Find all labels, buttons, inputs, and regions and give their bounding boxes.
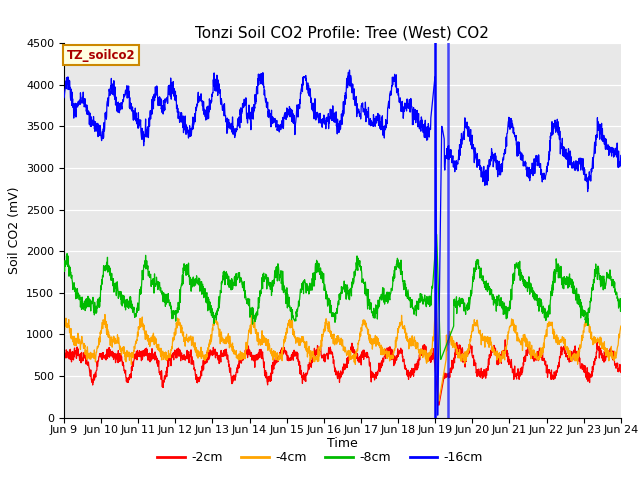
Legend: -2cm, -4cm, -8cm, -16cm: -2cm, -4cm, -8cm, -16cm [152, 446, 488, 469]
X-axis label: Time: Time [327, 437, 358, 450]
Title: Tonzi Soil CO2 Profile: Tree (West) CO2: Tonzi Soil CO2 Profile: Tree (West) CO2 [195, 25, 490, 41]
Y-axis label: Soil CO2 (mV): Soil CO2 (mV) [8, 187, 20, 274]
Text: TZ_soilco2: TZ_soilco2 [67, 49, 136, 62]
